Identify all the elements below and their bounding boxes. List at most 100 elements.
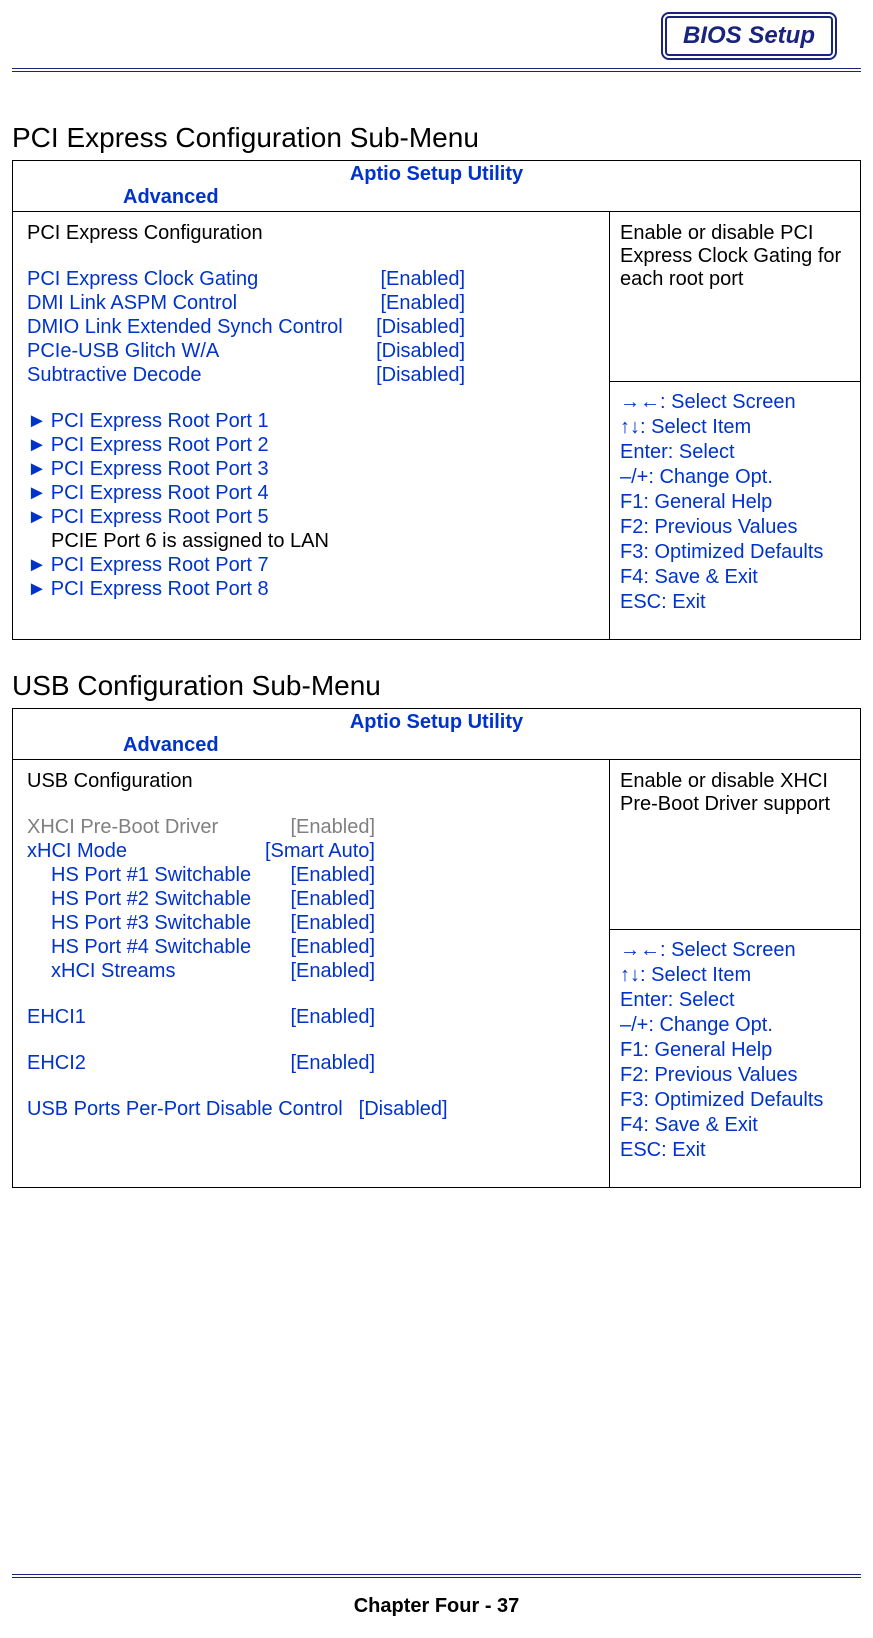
option-description: Enable or disable XHCI Pre-Boot Driver s… <box>610 760 860 930</box>
submenu-label: PCIE Port 6 is assigned to LAN <box>51 530 329 552</box>
option-value: [Enabled] <box>290 815 595 839</box>
help-line: F4: Save & Exit <box>620 565 850 590</box>
option-row[interactable]: PCI Express Clock Gating [Enabled] <box>27 267 595 291</box>
option-label: PCI Express Clock Gating <box>27 267 258 291</box>
submenu-label: PCI Express Root Port 8 <box>51 578 269 600</box>
option-label: EHCI1 <box>27 1005 86 1029</box>
page-footer: Chapter Four - 37 <box>0 1595 873 1618</box>
submenu-label: PCI Express Root Port 7 <box>51 554 269 576</box>
option-value: [Enabled] <box>290 959 595 983</box>
config-title: USB Configuration <box>27 770 595 793</box>
bios-header: Aptio Setup Utility Advanced <box>13 161 860 212</box>
submenu-item[interactable]: ►PCI Express Root Port 8 <box>27 577 595 601</box>
help-panel: →←: Select Screen ↑↓: Select Item Enter:… <box>610 930 860 1187</box>
bios-tab[interactable]: Advanced <box>13 734 860 757</box>
help-line: F1: General Help <box>620 490 850 515</box>
option-value: [Disabled] <box>376 339 595 363</box>
bios-header: Aptio Setup Utility Advanced <box>13 709 860 760</box>
option-value: [Enabled] <box>380 267 595 291</box>
submenu-label: PCI Express Root Port 2 <box>51 434 269 456</box>
option-row[interactable]: USB Ports Per-Port Disable Control [Disa… <box>27 1097 595 1121</box>
submenu-label: PCI Express Root Port 1 <box>51 410 269 432</box>
option-label: xHCI Mode <box>27 839 127 863</box>
option-value: [Enabled] <box>290 887 595 911</box>
help-line: →←: Select Screen <box>620 390 850 415</box>
option-value: [Enabled] <box>290 911 595 935</box>
bios-box-pci: Aptio Setup Utility Advanced PCI Express… <box>12 160 861 640</box>
help-line: F3: Optimized Defaults <box>620 1088 850 1113</box>
bios-box-usb: Aptio Setup Utility Advanced USB Configu… <box>12 708 861 1188</box>
submenu-item[interactable]: ►PCI Express Root Port 4 <box>27 481 595 505</box>
option-value: [Enabled] <box>290 1005 595 1029</box>
help-line: →←: Select Screen <box>620 938 850 963</box>
option-value: [Enabled] <box>290 863 595 887</box>
submenu-item[interactable]: ►PCI Express Root Port 7 <box>27 553 595 577</box>
arrow-icon: ► <box>27 434 47 456</box>
help-line: F2: Previous Values <box>620 515 850 540</box>
option-value: [Enabled] <box>380 291 595 315</box>
help-line: Enter: Select <box>620 988 850 1013</box>
option-label: xHCI Streams <box>51 959 175 983</box>
option-row[interactable]: EHCI2 [Enabled] <box>27 1051 595 1075</box>
help-panel: →←: Select Screen ↑↓: Select Item Enter:… <box>610 382 860 639</box>
option-value: [Disabled] <box>359 1097 448 1121</box>
option-row[interactable]: Subtractive Decode [Disabled] <box>27 363 595 387</box>
footer-rule <box>12 1574 861 1578</box>
option-row[interactable]: DMIO Link Extended Synch Control [Disabl… <box>27 315 595 339</box>
help-line: ↑↓: Select Item <box>620 415 850 440</box>
help-line: F2: Previous Values <box>620 1063 850 1088</box>
option-label: HS Port #1 Switchable <box>51 863 251 887</box>
help-line: ESC: Exit <box>620 590 850 615</box>
config-title: PCI Express Configuration <box>27 222 595 245</box>
arrow-icon: ► <box>27 458 47 480</box>
option-row[interactable]: HS Port #1 Switchable [Enabled] <box>27 863 595 887</box>
submenu-label: PCI Express Root Port 3 <box>51 458 269 480</box>
arrow-icon: ► <box>27 482 47 504</box>
option-row[interactable]: PCIe-USB Glitch W/A [Disabled] <box>27 339 595 363</box>
help-line: F4: Save & Exit <box>620 1113 850 1138</box>
submenu-label: PCI Express Root Port 5 <box>51 506 269 528</box>
option-row[interactable]: xHCI Streams [Enabled] <box>27 959 595 983</box>
option-row[interactable]: HS Port #4 Switchable [Enabled] <box>27 935 595 959</box>
option-label: XHCI Pre-Boot Driver <box>27 815 218 839</box>
bios-main-panel: PCI Express Configuration PCI Express Cl… <box>13 212 610 639</box>
submenu-item[interactable]: ►PCI Express Root Port 5 <box>27 505 595 529</box>
option-value: [Smart Auto] <box>265 839 595 863</box>
submenu-item[interactable]: ►PCI Express Root Port 1 <box>27 409 595 433</box>
option-row[interactable]: DMI Link ASPM Control [Enabled] <box>27 291 595 315</box>
help-line: Enter: Select <box>620 440 850 465</box>
option-value: [Enabled] <box>290 1051 595 1075</box>
option-label: PCIe-USB Glitch W/A <box>27 339 219 363</box>
header-badge: BIOS Setup <box>661 12 837 60</box>
option-label: DMI Link ASPM Control <box>27 291 237 315</box>
submenu-static: PCIE Port 6 is assigned to LAN <box>27 529 595 553</box>
help-line: –/+: Change Opt. <box>620 1013 850 1038</box>
submenu-label: PCI Express Root Port 4 <box>51 482 269 504</box>
submenu-item[interactable]: ►PCI Express Root Port 2 <box>27 433 595 457</box>
option-description: Enable or disable PCI Express Clock Gati… <box>610 212 860 382</box>
option-row[interactable]: EHCI1 [Enabled] <box>27 1005 595 1029</box>
help-line: ↑↓: Select Item <box>620 963 850 988</box>
option-label: Subtractive Decode <box>27 363 202 387</box>
help-line: F3: Optimized Defaults <box>620 540 850 565</box>
option-label: EHCI2 <box>27 1051 86 1075</box>
bios-tab[interactable]: Advanced <box>13 186 860 209</box>
utility-title: Aptio Setup Utility <box>13 163 860 186</box>
option-row[interactable]: xHCI Mode [Smart Auto] <box>27 839 595 863</box>
option-label: USB Ports Per-Port Disable Control <box>27 1097 343 1121</box>
option-row-disabled: XHCI Pre-Boot Driver [Enabled] <box>27 815 595 839</box>
option-label: HS Port #4 Switchable <box>51 935 251 959</box>
help-line: –/+: Change Opt. <box>620 465 850 490</box>
help-line: F1: General Help <box>620 1038 850 1063</box>
submenu-item[interactable]: ►PCI Express Root Port 3 <box>27 457 595 481</box>
option-label: DMIO Link Extended Synch Control <box>27 315 343 339</box>
arrow-icon: ► <box>27 554 47 576</box>
option-value: [Enabled] <box>290 935 595 959</box>
option-value: [Disabled] <box>376 315 595 339</box>
section-title-usb: USB Configuration Sub-Menu <box>12 670 861 702</box>
option-row[interactable]: HS Port #3 Switchable [Enabled] <box>27 911 595 935</box>
help-line: ESC: Exit <box>620 1138 850 1163</box>
option-row[interactable]: HS Port #2 Switchable [Enabled] <box>27 887 595 911</box>
section-title-pci: PCI Express Configuration Sub-Menu <box>12 122 861 154</box>
option-label: HS Port #2 Switchable <box>51 887 251 911</box>
